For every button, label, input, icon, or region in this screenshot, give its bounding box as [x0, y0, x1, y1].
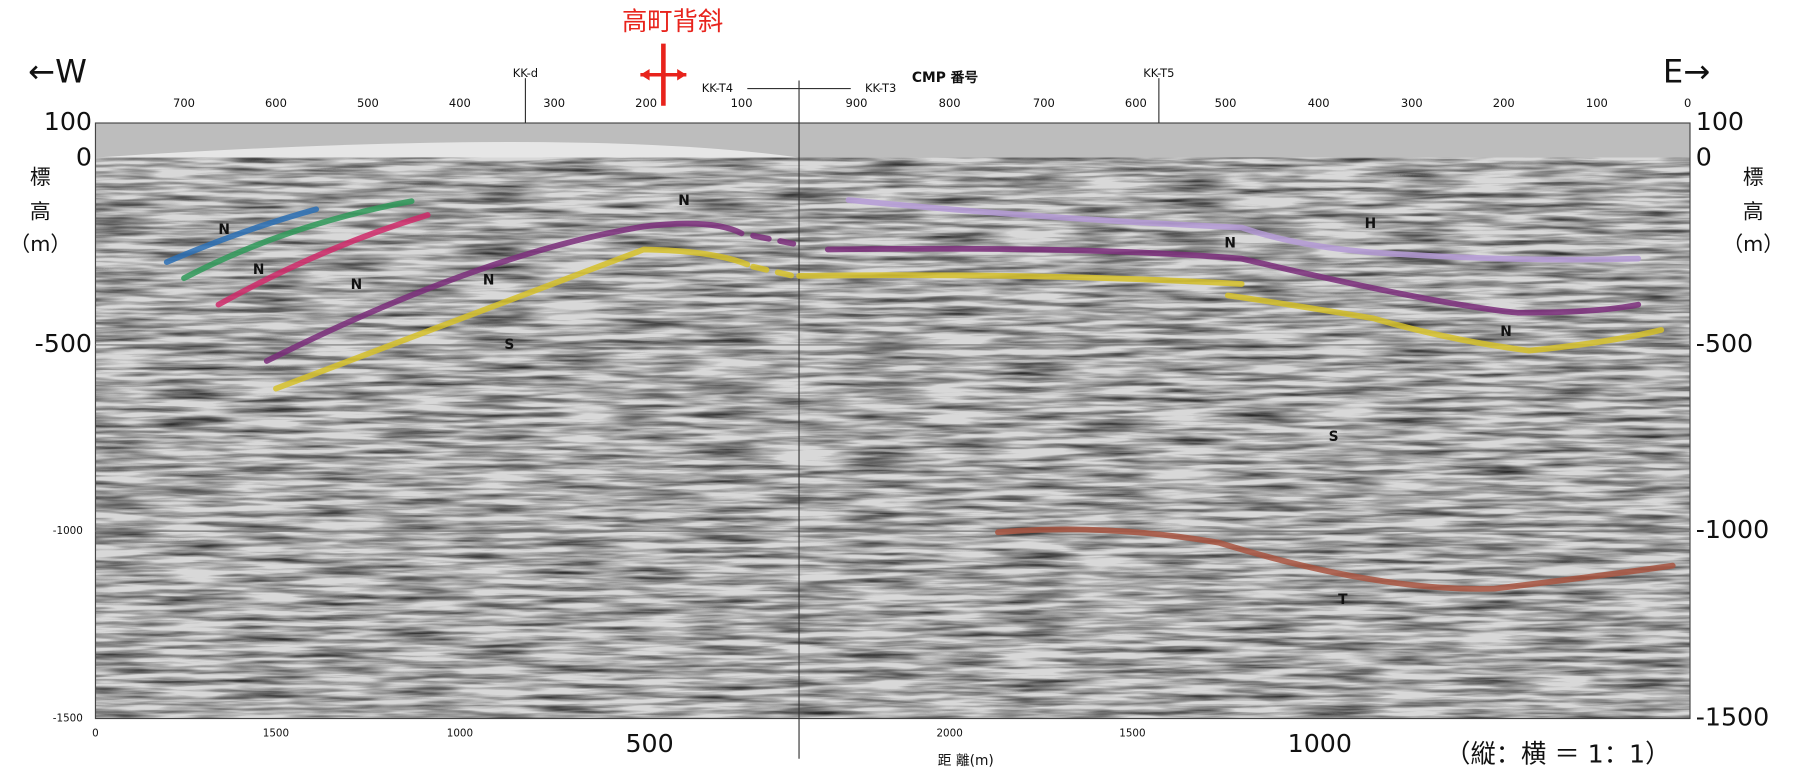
horizon-label: H [1365, 216, 1377, 232]
horizon-label: S [1329, 429, 1339, 445]
horizons [163, 197, 1676, 592]
direction-west: ←W [28, 53, 87, 91]
horizon-label: N [253, 262, 265, 278]
profile-label: KK-d [513, 66, 538, 80]
elevation-tick-left: -500 [35, 329, 92, 358]
cmp-tick-label: 200 [635, 96, 657, 110]
cmp-tick-label: 0 [1684, 96, 1691, 110]
cmp-tick-label: 800 [939, 96, 961, 110]
distance-tick-label: 1500 [263, 727, 289, 739]
cmp-tick-label: 600 [265, 96, 287, 110]
elevation-label-left: 高 [30, 200, 51, 224]
elevation-tick-left: 0 [76, 143, 92, 172]
elevation-tick-left: 100 [44, 107, 92, 136]
distance-tick-label: 1500 [1119, 727, 1145, 739]
horizon-label: N [678, 193, 690, 209]
elevation-tick-right: -1000 [1696, 515, 1769, 544]
cmp-tick-label: 200 [1493, 96, 1515, 110]
distance-tick-label: 2000 [936, 727, 962, 739]
anticline-symbol [640, 43, 687, 106]
frame [94, 122, 1691, 720]
cmp-tick-label: 300 [1401, 96, 1423, 110]
elevation-tick-right: 0 [1696, 143, 1712, 172]
topography [95, 141, 800, 158]
cmp-tick-label: 400 [449, 96, 471, 110]
cmp-tick-label: 600 [1125, 96, 1147, 110]
elevation-tick-right: -1500 [1696, 703, 1769, 732]
distance-tick-label: 1000 [1288, 729, 1352, 758]
horizon-label: N [218, 222, 230, 238]
profile-label: KK-T3 [865, 81, 896, 95]
elevation-label-right: （m） [1722, 232, 1784, 256]
cmp-tick-label: 100 [731, 96, 753, 110]
elevation-label-left: （m） [10, 232, 72, 256]
profile-label: KK-T4 [702, 81, 733, 95]
profile-label: KK-T5 [1143, 66, 1174, 80]
direction-east: E→ [1663, 53, 1710, 91]
scale-note: （縦：横 ＝ 1：1） [1445, 739, 1670, 768]
elevation-tick-right: 100 [1696, 107, 1744, 136]
cmp-tick-label: 500 [1215, 96, 1237, 110]
elevation-tick-left: -1000 [53, 525, 83, 537]
elevation-label-right: 高 [1743, 200, 1764, 224]
cmp-tick-label: 300 [543, 96, 565, 110]
grid-lines [95, 78, 1690, 759]
elevation-tick-left: -1500 [53, 713, 83, 725]
horizon-label: N [351, 277, 363, 293]
horizon-label: S [504, 337, 514, 353]
anticline-label: 高町背斜 [622, 7, 723, 36]
horizon-label: N [1224, 236, 1236, 252]
cmp-tick-label: 500 [357, 96, 379, 110]
horizon-label: N [483, 273, 495, 289]
profile-label: CMP 番号 [912, 69, 979, 86]
cmp-tick-label: 100 [1586, 96, 1608, 110]
distance-label: 距 離(m) [938, 752, 994, 769]
distance-tick-label: 1000 [447, 727, 473, 739]
cmp-tick-label: 700 [1033, 96, 1055, 110]
seismic-texture [95, 157, 1690, 719]
distance-tick-label: 0 [92, 727, 99, 739]
elevation-label-right: 標 [1743, 165, 1764, 189]
cmp-tick-label: 900 [846, 96, 868, 110]
horizon-label: N [1500, 324, 1512, 340]
elevation-tick-right: -500 [1696, 329, 1753, 358]
cmp-tick-label: 700 [173, 96, 195, 110]
horizon-label: T [1338, 592, 1348, 608]
cmp-tick-label: 400 [1308, 96, 1330, 110]
distance-tick-label: 500 [625, 729, 673, 758]
elevation-label-left: 標 [30, 165, 51, 189]
